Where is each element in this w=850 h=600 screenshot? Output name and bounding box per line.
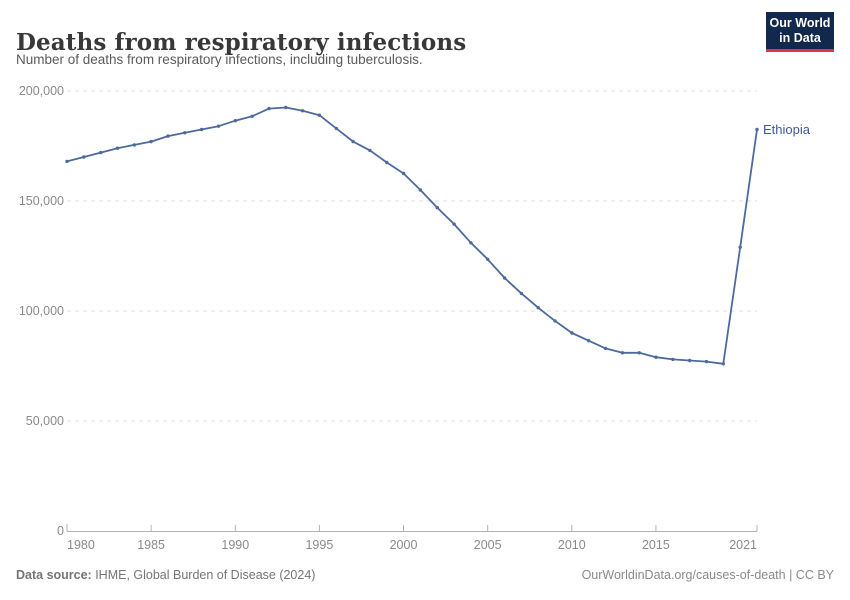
chart-subtitle: Number of deaths from respiratory infect… (16, 52, 423, 67)
data-source-label: Data source: (16, 568, 92, 582)
data-point[interactable] (637, 351, 641, 355)
data-source-note: Data source: IHME, Global Burden of Dise… (16, 568, 315, 582)
data-point[interactable] (385, 160, 389, 165)
data-series-group[interactable] (65, 105, 759, 366)
x-label-1985: 1985 (137, 538, 165, 552)
data-point[interactable] (418, 188, 423, 192)
y-tick-100000: 100,000 (19, 304, 64, 318)
data-point[interactable] (300, 109, 305, 113)
data-point[interactable] (688, 358, 692, 363)
owid-url-license-link[interactable]: OurWorldinData.org/causes-of-death | CC … (581, 568, 834, 582)
x-label-1980: 1980 (67, 538, 95, 552)
data-point[interactable] (603, 346, 608, 351)
x-axis-labels: 1980 1985 1990 1995 2000 2005 2010 2015 … (67, 538, 757, 552)
data-point[interactable] (654, 355, 658, 359)
y-axis-labels: 0 50,000 100,000 150,000 200,000 (19, 84, 64, 538)
data-point[interactable] (435, 205, 439, 210)
data-point[interactable] (738, 245, 742, 249)
y-tick-0: 0 (57, 524, 64, 538)
data-point[interactable] (199, 127, 204, 132)
data-point[interactable] (704, 359, 709, 364)
x-axis (66, 524, 758, 532)
data-point[interactable] (755, 127, 759, 132)
data-point[interactable] (671, 357, 675, 362)
data-point[interactable] (519, 291, 524, 296)
data-point[interactable] (132, 143, 136, 147)
data-point[interactable] (570, 331, 574, 335)
data-point[interactable] (452, 222, 456, 226)
data-point[interactable] (317, 113, 322, 117)
data-point[interactable] (99, 150, 103, 155)
data-line-ethiopia[interactable] (66, 106, 758, 365)
data-point[interactable] (486, 257, 490, 261)
data-point[interactable] (82, 155, 86, 159)
x-label-2005: 2005 (474, 538, 502, 552)
data-point[interactable] (401, 171, 406, 176)
gridlines (67, 90, 757, 422)
data-point[interactable] (115, 146, 120, 150)
data-point[interactable] (351, 139, 355, 144)
x-label-1995: 1995 (305, 538, 333, 552)
data-point[interactable] (250, 114, 254, 119)
data-source-text: IHME, Global Burden of Disease (2024) (91, 568, 316, 582)
data-point[interactable] (216, 124, 221, 128)
data-point[interactable] (620, 351, 625, 355)
data-point[interactable] (587, 339, 591, 343)
data-point[interactable] (166, 134, 170, 138)
page-title: Deaths from respiratory infections (16, 29, 467, 57)
chart-footer: Data source: IHME, Global Burden of Dise… (16, 568, 834, 582)
data-point[interactable] (149, 139, 153, 144)
data-point[interactable] (183, 131, 187, 135)
data-point[interactable] (553, 319, 557, 323)
data-point[interactable] (502, 276, 507, 280)
data-point[interactable] (233, 119, 237, 123)
data-point[interactable] (721, 362, 725, 366)
data-point[interactable] (65, 159, 69, 164)
y-tick-200000: 200,000 (19, 84, 64, 98)
x-label-1990: 1990 (221, 538, 249, 552)
data-point[interactable] (267, 106, 271, 111)
y-tick-50000: 50,000 (26, 414, 64, 428)
data-point[interactable] (536, 306, 540, 310)
data-point[interactable] (334, 126, 338, 131)
series-label-ethiopia[interactable]: Ethiopia (763, 122, 811, 137)
data-point[interactable] (284, 105, 288, 110)
data-point[interactable] (469, 241, 473, 245)
owid-logo-line2: in Data (779, 31, 821, 45)
data-point[interactable] (368, 148, 372, 153)
y-tick-150000: 150,000 (19, 194, 64, 208)
owid-logo-line1: Our World (769, 16, 831, 30)
x-label-2021: 2021 (729, 538, 757, 552)
x-label-2015: 2015 (642, 538, 670, 552)
owid-logo[interactable]: Our World in Data (766, 12, 834, 52)
x-label-2000: 2000 (390, 538, 418, 552)
x-label-2010: 2010 (558, 538, 586, 552)
